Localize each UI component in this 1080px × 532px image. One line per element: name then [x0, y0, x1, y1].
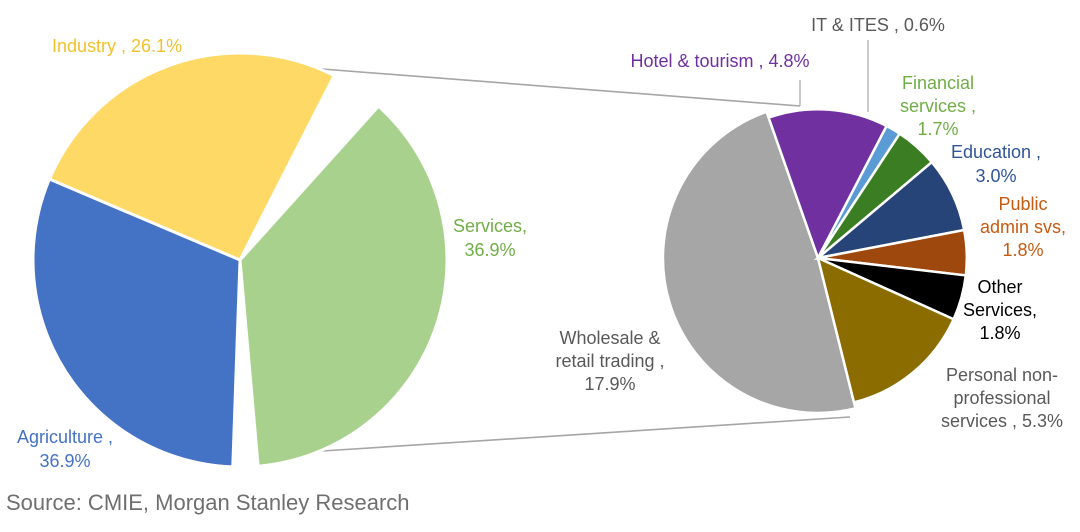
- label-public-line2: admin svs,: [980, 217, 1066, 237]
- label-agriculture-line2: 36.9%: [39, 451, 90, 471]
- label-other-line1: Other: [977, 277, 1022, 297]
- connector-top: [321, 68, 801, 107]
- label-public-line1: Public: [998, 194, 1047, 214]
- label-education: Education , 3.0%: [951, 142, 1041, 186]
- main-pie: [31, 51, 449, 469]
- label-financial-line1: Financial: [902, 73, 974, 93]
- label-personal-line3: services , 5.3%: [941, 411, 1063, 431]
- label-other-line2: Services,: [963, 300, 1037, 320]
- slice-personal-non-professional-services: [816, 255, 956, 404]
- label-other: Other Services, 1.8%: [963, 277, 1037, 343]
- label-industry-text: Industry , 26.1%: [52, 36, 182, 56]
- label-hotel: Hotel & tourism , 4.8%: [630, 51, 809, 71]
- connector-bottom: [321, 416, 851, 452]
- label-industry: Industry , 26.1%: [52, 36, 182, 56]
- label-public-line3: 1.8%: [1002, 240, 1043, 260]
- label-personal: Personal non-professional services , 5.3%: [941, 365, 1063, 431]
- label-wholesale: Wholesale & retail trading , 17.9%: [555, 328, 664, 394]
- label-education-line1: Education ,: [951, 142, 1041, 162]
- slice-services: [238, 104, 449, 468]
- label-personal-line2: professional: [953, 388, 1050, 408]
- label-agriculture-line1: Agriculture ,: [17, 427, 113, 447]
- label-financial: Financial services , 1.7%: [900, 73, 976, 139]
- slice-wholesale-retail-trading: [661, 110, 858, 415]
- label-wholesale-line3: 17.9%: [584, 374, 635, 394]
- slice-hotel-tourism: [767, 107, 889, 262]
- label-financial-line3: 1.7%: [917, 119, 958, 139]
- label-agriculture: Agriculture , 36.9%: [17, 427, 113, 471]
- label-wholesale-line2: retail trading ,: [555, 351, 664, 371]
- slice-labels: Industry , 26.1%Services, 36.9%Agricultur…: [17, 15, 1066, 471]
- label-services-line2: 36.9%: [464, 240, 515, 260]
- label-education-line2: 3.0%: [975, 166, 1016, 186]
- label-other-line3: 1.8%: [979, 323, 1020, 343]
- source-note: Source: CMIE, Morgan Stanley Research: [6, 490, 410, 515]
- label-personal-line1: Personal non-: [946, 365, 1058, 385]
- label-services: Services, 36.9%: [453, 216, 527, 260]
- services-breakdown-pie: [661, 107, 969, 415]
- leader-lines: [799, 40, 869, 112]
- connector-lines: [321, 68, 851, 452]
- label-it: IT & ITES , 0.6%: [811, 15, 945, 35]
- label-wholesale-line1: Wholesale &: [559, 328, 660, 348]
- slice-industry: [47, 51, 337, 262]
- label-services-line1: Services,: [453, 216, 527, 236]
- label-hotel-text: Hotel & tourism , 4.8%: [630, 51, 809, 71]
- label-public: Public admin svs, 1.8%: [980, 194, 1066, 260]
- label-financial-line2: services ,: [900, 96, 976, 116]
- label-it-text: IT & ITES , 0.6%: [811, 15, 945, 35]
